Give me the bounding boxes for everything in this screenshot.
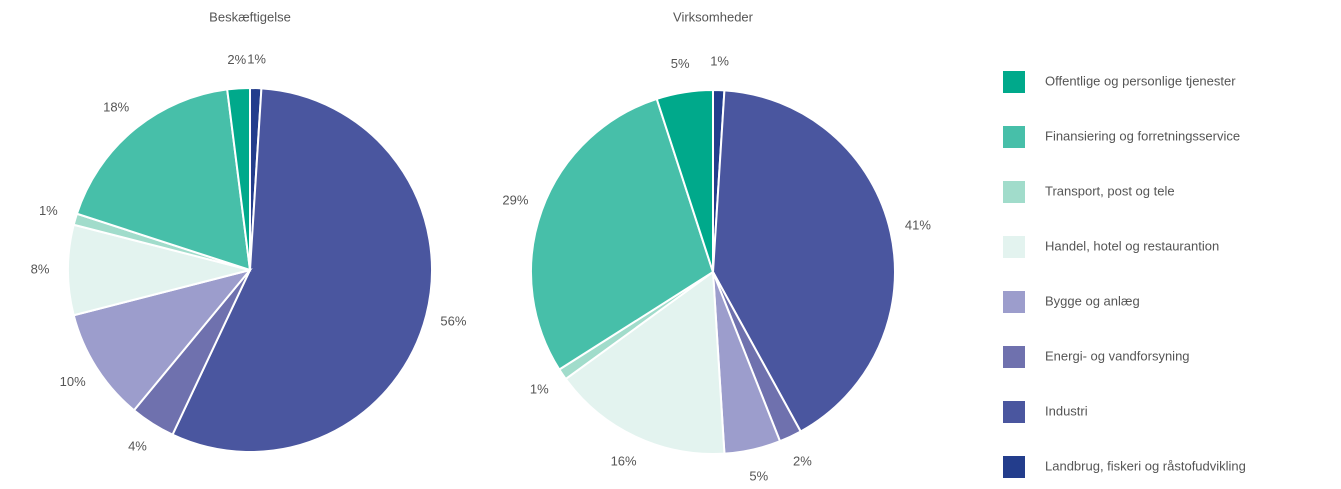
legend-label: Transport, post og tele	[1045, 183, 1175, 198]
pie-slice	[171, 87, 433, 453]
data-label: 1%	[710, 54, 729, 69]
legend-swatch	[1003, 126, 1025, 148]
legend-swatch	[1003, 71, 1025, 93]
data-label: 5%	[749, 468, 768, 483]
data-label: 8%	[31, 261, 50, 276]
pie-slice	[72, 268, 253, 412]
data-label: 41%	[905, 218, 931, 233]
data-label: 1%	[247, 52, 266, 67]
legend-swatch	[1003, 346, 1025, 368]
legend-label: Finansiering og forretningsservice	[1045, 128, 1240, 143]
data-label: 56%	[440, 314, 466, 329]
pie-title: Virksomheder	[673, 9, 754, 24]
data-label: 5%	[671, 56, 690, 71]
legend-label: Bygge og anlæg	[1045, 293, 1140, 308]
legend-swatch	[1003, 181, 1025, 203]
legend-label: Energi- og vandforsyning	[1045, 348, 1190, 363]
data-label: 1%	[530, 381, 549, 396]
data-label: 29%	[502, 192, 528, 207]
legend-swatch	[1003, 401, 1025, 423]
data-label: 16%	[611, 453, 637, 468]
legend-label: Industri	[1045, 403, 1088, 418]
data-label: 18%	[103, 100, 129, 115]
legend-label: Offentlige og personlige tjenester	[1045, 73, 1236, 88]
pie-slice	[67, 223, 251, 317]
data-label: 10%	[60, 374, 86, 389]
pie-slice	[226, 86, 251, 271]
legend-label: Landbrug, fiskeri og råstofudvikling	[1045, 458, 1246, 473]
pie-slice	[75, 88, 252, 272]
pie-slice	[564, 270, 726, 455]
legend-swatch	[1003, 291, 1025, 313]
data-label: 2%	[793, 453, 812, 468]
data-label: 2%	[227, 52, 246, 67]
legend-label: Handel, hotel og restaurantion	[1045, 238, 1219, 253]
pie-slice	[711, 89, 896, 433]
legend-swatch	[1003, 456, 1025, 478]
pie-slice	[530, 97, 715, 371]
pie-title: Beskæftigelse	[209, 9, 291, 24]
data-label: 1%	[39, 203, 58, 218]
pie-slice	[655, 88, 714, 273]
data-label: 4%	[128, 439, 147, 454]
legend-swatch	[1003, 236, 1025, 258]
